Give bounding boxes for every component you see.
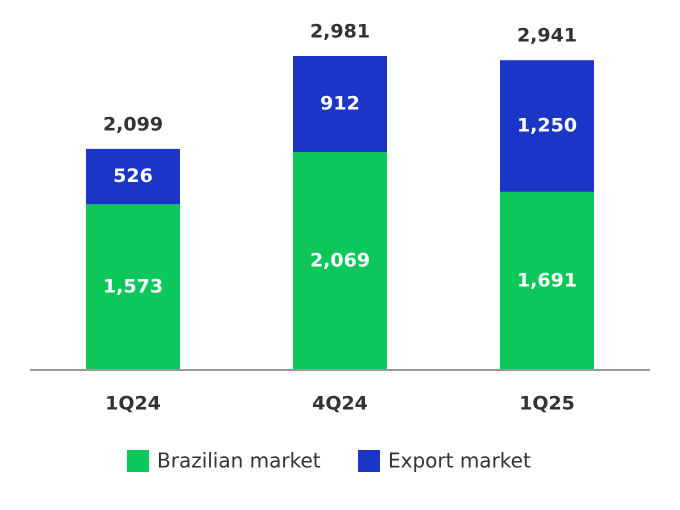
value-label: 912 <box>320 93 360 115</box>
legend-swatch <box>358 450 380 472</box>
bar-segment <box>293 56 387 153</box>
x-tick-label: 1Q24 <box>105 393 161 415</box>
total-label: 2,941 <box>517 25 577 47</box>
bar-segment <box>500 191 594 370</box>
value-label: 2,069 <box>310 250 370 272</box>
legend-swatch <box>127 450 149 472</box>
bar-segment <box>293 152 387 370</box>
x-tick-label: 4Q24 <box>312 393 368 415</box>
value-label: 1,691 <box>517 269 577 291</box>
total-label: 2,099 <box>103 113 163 135</box>
legend-label: Export market <box>388 449 531 473</box>
legend-label: Brazilian market <box>157 449 321 473</box>
x-tick-label: 1Q25 <box>519 393 575 415</box>
bar-segment <box>86 204 180 370</box>
value-label: 1,250 <box>517 115 577 137</box>
total-label: 2,981 <box>310 21 370 43</box>
value-label: 1,573 <box>103 276 163 298</box>
bar-segment <box>86 148 180 205</box>
bar-segment <box>500 60 594 192</box>
value-label: 526 <box>113 165 153 187</box>
